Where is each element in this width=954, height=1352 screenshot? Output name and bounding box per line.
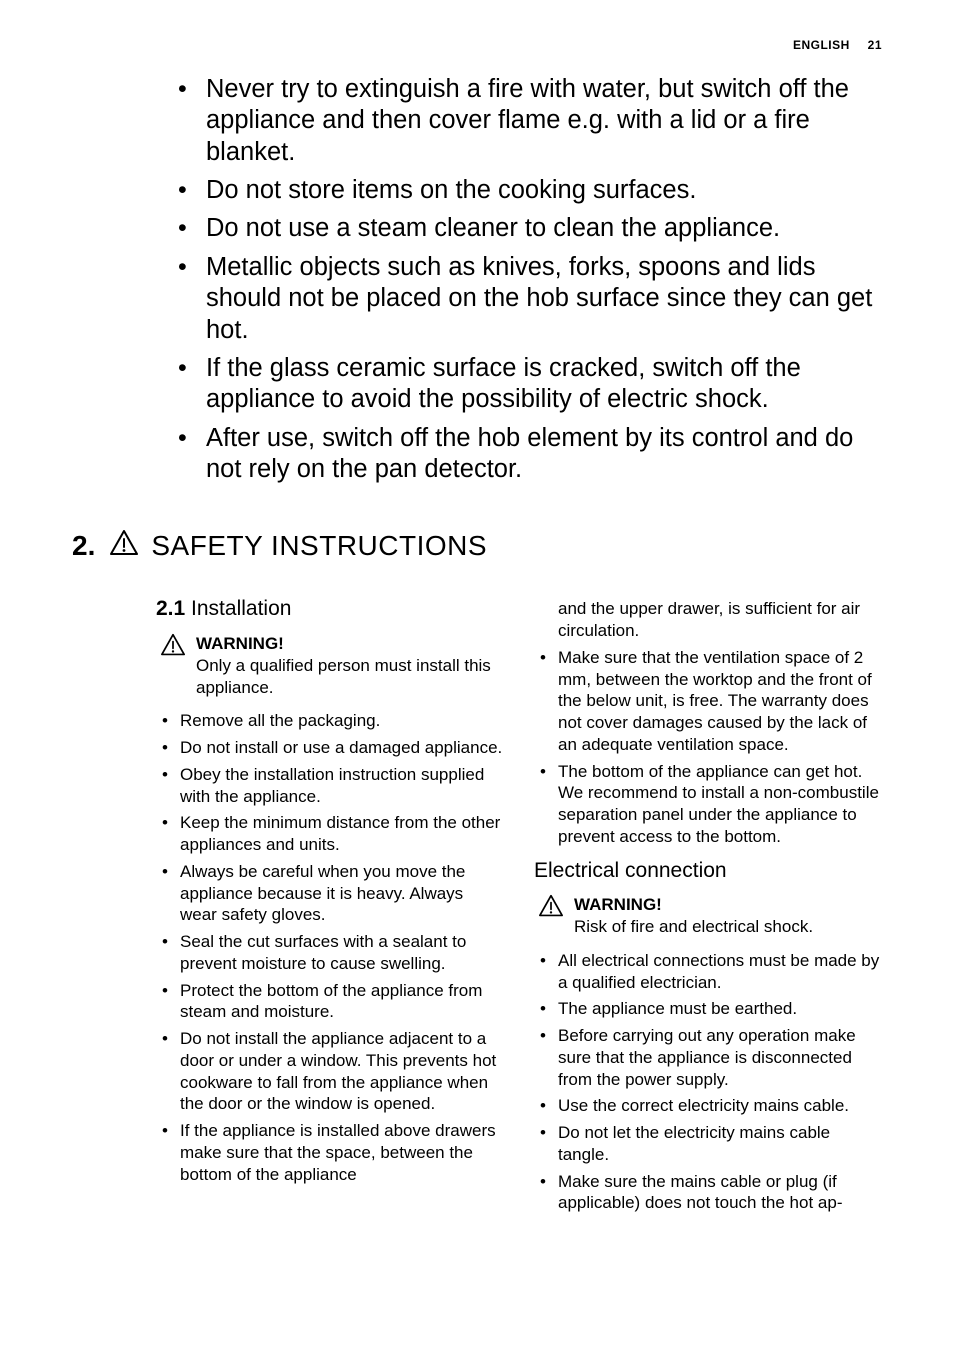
list-item: Make sure that the ventilation space of …	[538, 647, 882, 756]
warning-title: WARNING!	[196, 633, 504, 655]
list-item: After use, switch off the hob element by…	[176, 423, 882, 486]
list-item: Do not store items on the cooking surfac…	[176, 175, 882, 206]
electrical-connection-heading: Electrical connection	[534, 858, 882, 885]
list-item: Do not install the appliance adjacent to…	[160, 1028, 504, 1115]
list-item: If the appliance is installed above draw…	[160, 1120, 504, 1185]
warning-triangle-icon	[538, 894, 564, 938]
list-item: Do not let the electricity mains cable t…	[538, 1122, 882, 1166]
subsection-title: Installation	[191, 597, 291, 620]
warning-triangle-icon	[109, 529, 139, 562]
list-item: The bottom of the appliance can get hot.…	[538, 761, 882, 848]
list-item: If the glass ceramic surface is cracked,…	[176, 353, 882, 416]
subsection-2-1-heading: 2.1 Installation	[156, 596, 504, 623]
two-column-body: 2.1 Installation WARNING! Only a qualifi…	[72, 596, 882, 1219]
warning-text: WARNING! Risk of fire and electrical sho…	[574, 894, 813, 938]
section-title: SAFETY INSTRUCTIONS	[151, 530, 487, 562]
list-item: Keep the minimum distance from the other…	[160, 812, 504, 856]
list-item: Seal the cut surfaces with a sealant to …	[160, 931, 504, 975]
section-number: 2.	[72, 530, 95, 562]
list-item: Do not install or use a damaged applianc…	[160, 737, 504, 759]
warning-text: WARNING! Only a qualified person must in…	[196, 633, 504, 698]
section-2-heading: 2. SAFETY INSTRUCTIONS	[72, 529, 882, 562]
list-item: Protect the bottom of the appliance from…	[160, 980, 504, 1024]
installation-bullets-right-continuation: and the upper drawer, is sufficient for …	[538, 598, 882, 847]
electrical-bullets: All electrical connections must be made …	[538, 950, 882, 1214]
list-item: Metallic objects such as knives, forks, …	[176, 252, 882, 346]
warning-body: Only a qualified person must install thi…	[196, 655, 504, 699]
list-item: Obey the installation instruction suppli…	[160, 764, 504, 808]
subsection-number: 2.1	[156, 597, 185, 620]
warning-block-electrical: WARNING! Risk of fire and electrical sho…	[538, 894, 882, 938]
list-item: The appliance must be earthed.	[538, 998, 882, 1020]
list-item: Do not use a steam cleaner to clean the …	[176, 213, 882, 244]
list-item: Before carrying out any operation make s…	[538, 1025, 882, 1090]
warning-body: Risk of fire and electrical shock.	[574, 916, 813, 938]
list-item-continuation: and the upper drawer, is sufficient for …	[538, 598, 882, 642]
warning-title: WARNING!	[574, 894, 813, 916]
left-column: 2.1 Installation WARNING! Only a qualifi…	[72, 596, 504, 1219]
right-column: and the upper drawer, is sufficient for …	[534, 596, 882, 1219]
warning-block-installation: WARNING! Only a qualified person must in…	[160, 633, 504, 698]
list-item: Always be careful when you move the appl…	[160, 861, 504, 926]
warning-triangle-icon	[160, 633, 186, 698]
header-language: ENGLISH	[793, 38, 850, 52]
list-item: All electrical connections must be made …	[538, 950, 882, 994]
top-safety-bullets: Never try to extinguish a fire with wate…	[176, 74, 882, 485]
header-page-number: 21	[868, 38, 882, 52]
list-item: Remove all the packaging.	[160, 710, 504, 732]
page-header: ENGLISH 21	[793, 38, 882, 52]
installation-bullets-left: Remove all the packaging. Do not install…	[160, 710, 504, 1185]
list-item: Use the correct electricity mains cable.	[538, 1095, 882, 1117]
list-item: Make sure the mains cable or plug (if ap…	[538, 1171, 882, 1215]
list-item: Never try to extinguish a fire with wate…	[176, 74, 882, 168]
